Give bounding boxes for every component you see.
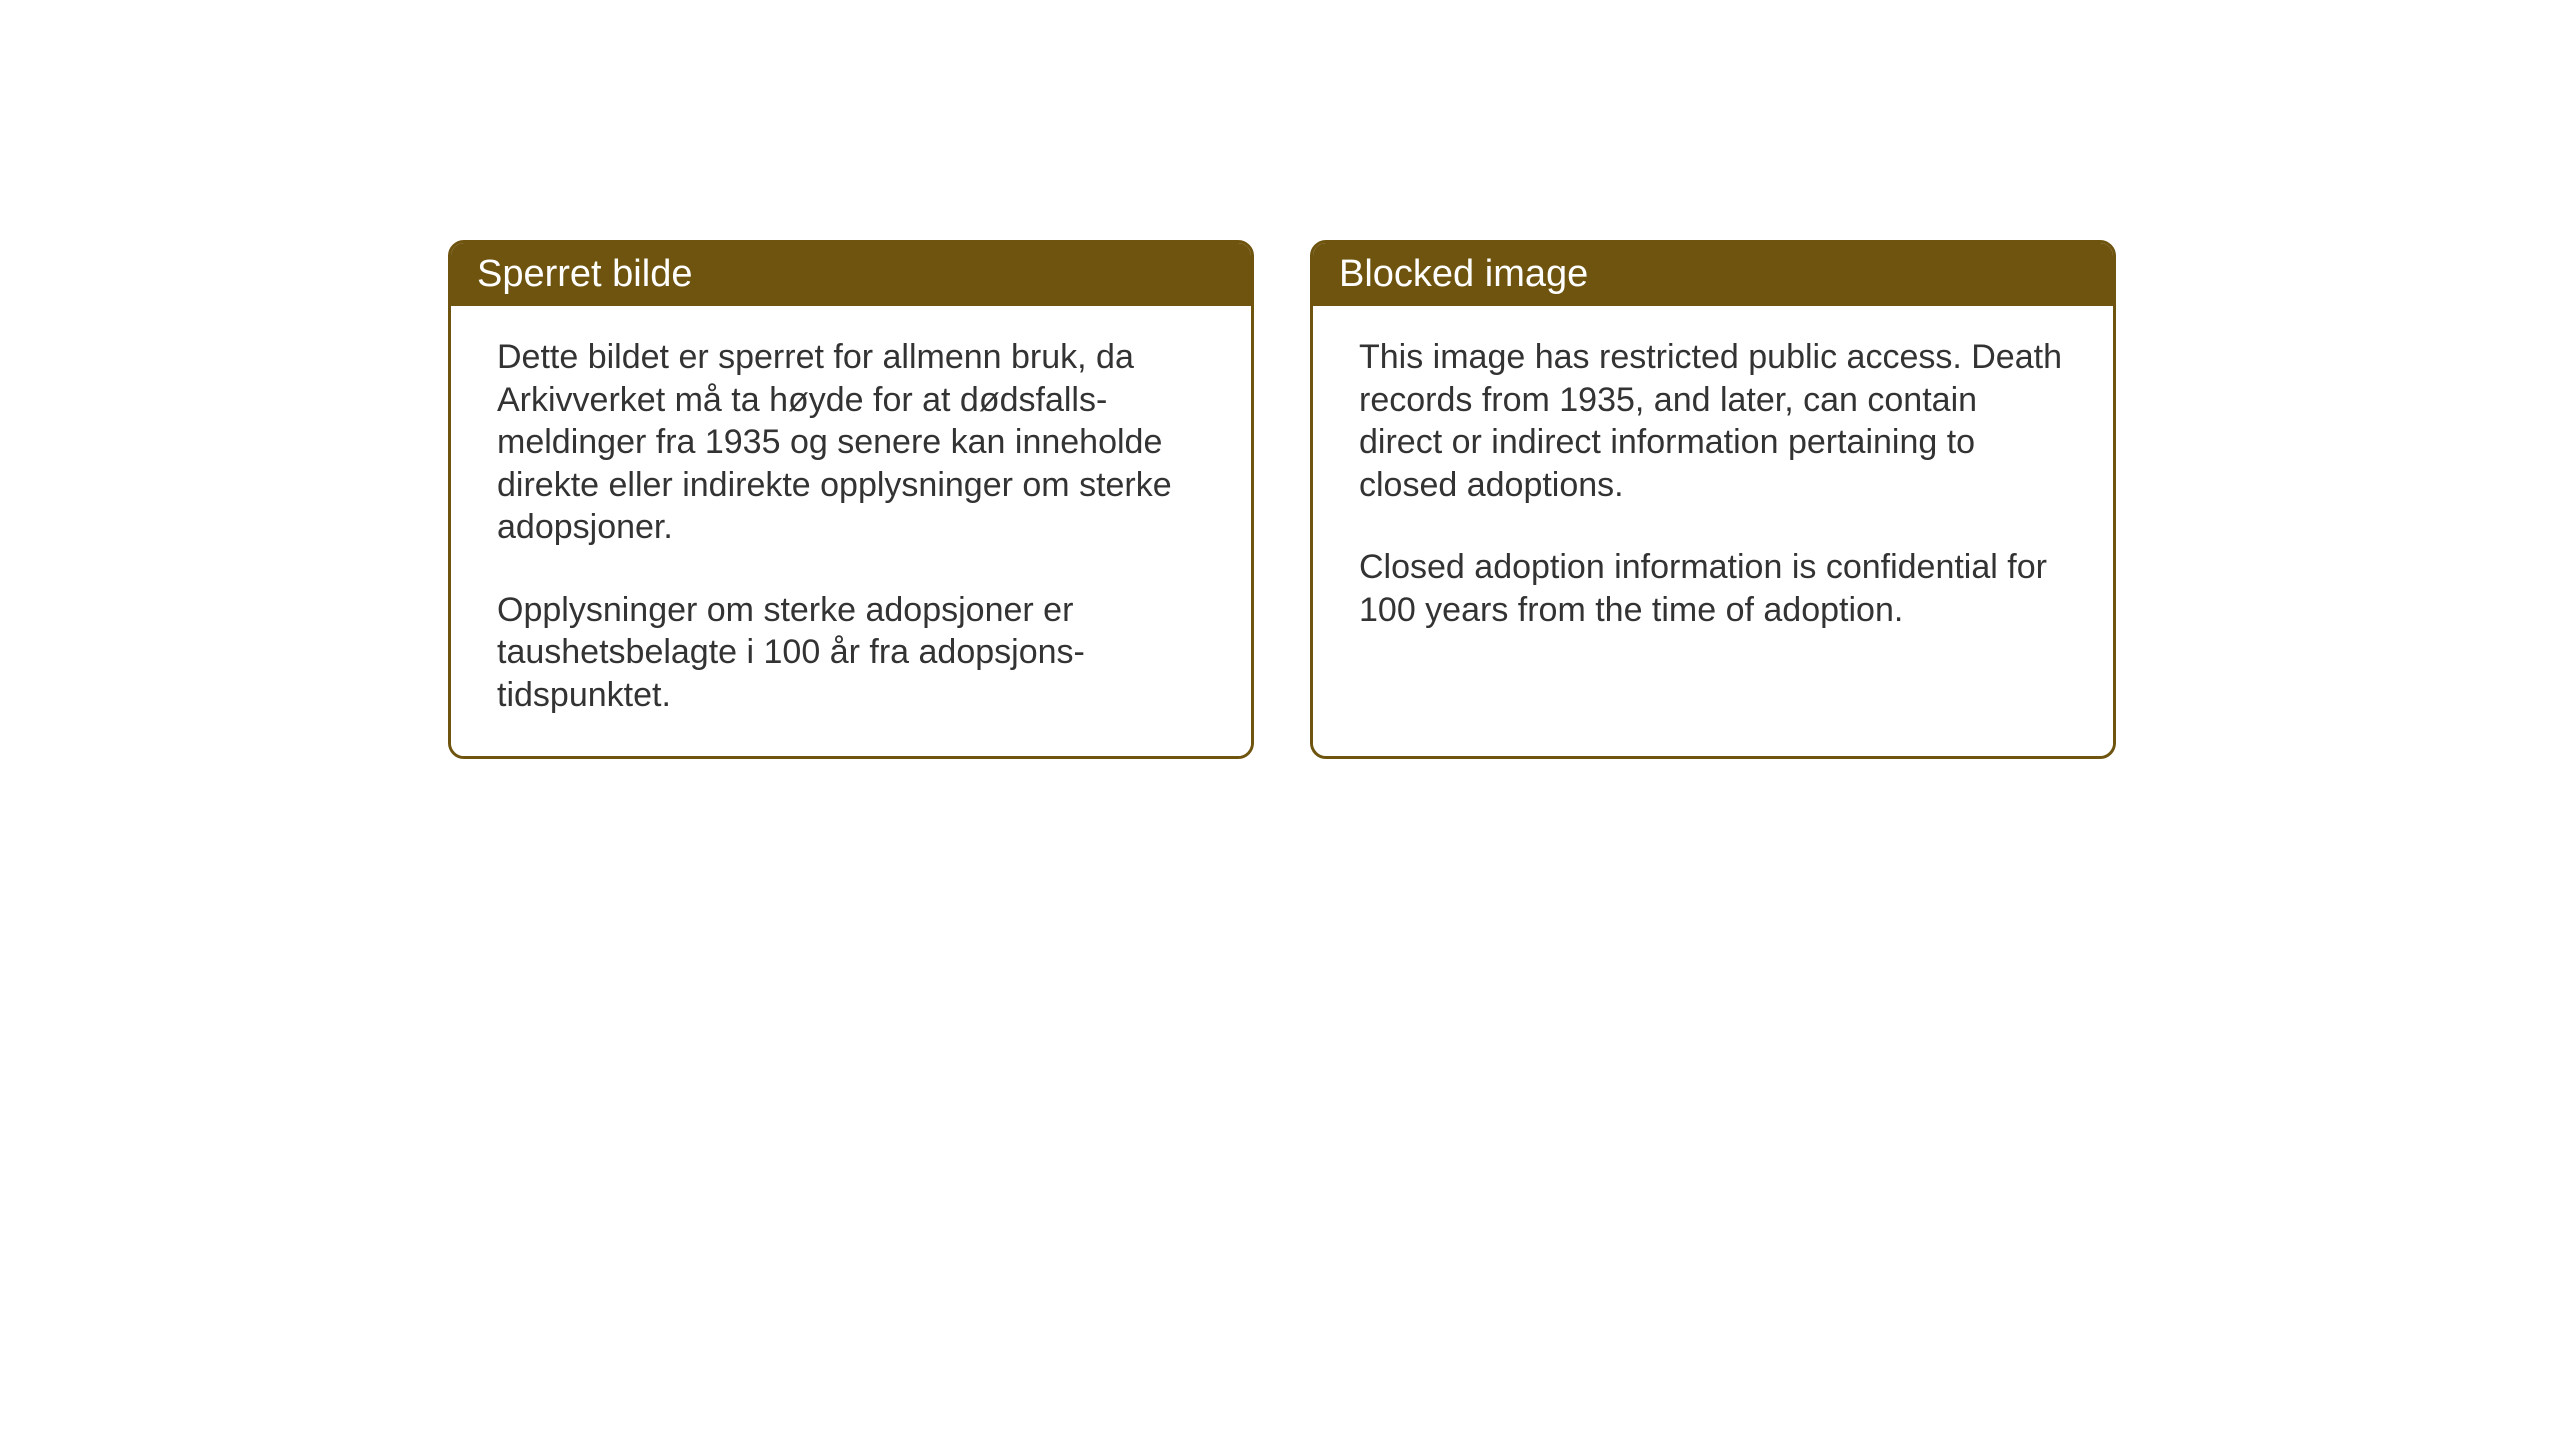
card-title-english: Blocked image	[1313, 243, 2113, 306]
card-paragraph: Closed adoption information is confident…	[1359, 546, 2067, 631]
notice-card-norwegian: Sperret bilde Dette bildet er sperret fo…	[448, 240, 1254, 759]
notice-card-english: Blocked image This image has restricted …	[1310, 240, 2116, 759]
card-title-norwegian: Sperret bilde	[451, 243, 1251, 306]
card-paragraph: This image has restricted public access.…	[1359, 336, 2067, 506]
card-body-norwegian: Dette bildet er sperret for allmenn bruk…	[451, 306, 1251, 756]
card-paragraph: Opplysninger om sterke adopsjoner er tau…	[497, 589, 1205, 717]
notice-container: Sperret bilde Dette bildet er sperret fo…	[448, 240, 2116, 759]
card-paragraph: Dette bildet er sperret for allmenn bruk…	[497, 336, 1205, 549]
card-body-english: This image has restricted public access.…	[1313, 306, 2113, 748]
